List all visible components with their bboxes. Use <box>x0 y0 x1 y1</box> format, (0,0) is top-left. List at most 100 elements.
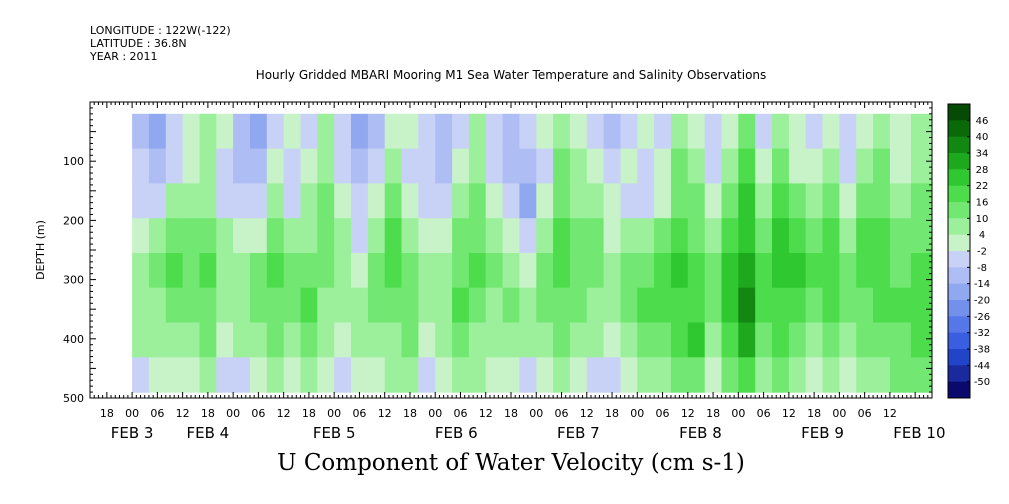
heatmap-cell <box>910 253 932 289</box>
heatmap-cell <box>233 113 251 150</box>
heatmap-cell <box>687 322 706 358</box>
heatmap-cell <box>401 253 419 289</box>
heatmap-cell <box>148 287 167 324</box>
heatmap-cell <box>553 148 571 184</box>
x-day-label: FEB 8 <box>679 424 722 442</box>
x-tick-label: 18 <box>605 407 619 420</box>
heatmap-cell <box>603 287 621 324</box>
heatmap-cell <box>519 148 537 184</box>
heatmap-cell <box>199 113 217 150</box>
colorbar-label: -26 <box>974 312 990 323</box>
x-tick-label: 00 <box>226 407 240 420</box>
heatmap-cell <box>671 253 689 289</box>
x-tick-label: 06 <box>453 407 467 420</box>
heatmap-cell <box>165 183 184 219</box>
heatmap-cell <box>300 287 318 324</box>
heatmap-cell <box>485 322 504 358</box>
heatmap-cell <box>654 253 672 289</box>
longitude-label: LONGITUDE : 122W(-122) <box>90 24 231 37</box>
chart-caption: U Component of Water Velocity (cm s-1) <box>277 450 745 476</box>
heatmap-cell <box>822 183 840 219</box>
heatmap-cell <box>351 357 369 393</box>
heatmap-cell <box>755 218 773 254</box>
heatmap-cell <box>216 322 234 358</box>
colorbar-label: 4 <box>979 230 985 241</box>
heatmap-cell <box>283 218 302 254</box>
heatmap-cell <box>805 357 824 393</box>
heatmap-cell <box>401 287 419 324</box>
heatmap-cell <box>519 357 537 393</box>
heatmap-cell <box>603 322 621 358</box>
heatmap-cell <box>165 148 184 184</box>
heatmap-cell <box>586 287 605 324</box>
heatmap-cell <box>671 113 689 150</box>
x-axis-ticks: 18 00 06 12 18 00 06 12 18 00 06 12 18 00 06 12 18 00 06 12… <box>89 102 933 420</box>
heatmap-cell <box>637 183 655 219</box>
heatmap-cell <box>738 357 756 393</box>
heatmap-cell <box>772 287 790 324</box>
colorbar-label: -14 <box>974 279 990 290</box>
heatmap-cell <box>586 357 605 393</box>
heatmap-cell <box>603 148 621 184</box>
heatmap-cell <box>384 183 403 219</box>
heatmap-cells <box>132 113 932 393</box>
x-tick-label: 06 <box>656 407 670 420</box>
heatmap-cell <box>822 148 840 184</box>
colorbar-swatch <box>948 251 970 268</box>
heatmap-cell <box>755 322 773 358</box>
heatmap-cell <box>839 322 857 358</box>
heatmap-cell <box>250 113 268 150</box>
heatmap-cell <box>199 322 217 358</box>
heatmap-cell <box>418 357 436 393</box>
heatmap-cell <box>468 357 487 393</box>
heatmap-cell <box>603 253 621 289</box>
heatmap-cell <box>502 287 520 324</box>
colorbar-label: -32 <box>974 328 990 339</box>
heatmap-cell <box>435 357 453 393</box>
heatmap-cell <box>569 183 588 219</box>
heatmap-cell <box>839 113 857 150</box>
heatmap-cell <box>182 113 200 150</box>
heatmap-cell <box>772 322 790 358</box>
heatmap-cell <box>569 287 588 324</box>
heatmap-cell <box>182 287 200 324</box>
heatmap-cell <box>519 322 537 358</box>
heatmap-cell <box>536 322 554 358</box>
colorbar-swatch <box>948 332 970 350</box>
colorbar-swatch <box>948 136 970 154</box>
heatmap-cell <box>620 357 638 393</box>
heatmap-cell <box>435 113 453 150</box>
colorbar-swatch <box>948 349 970 366</box>
heatmap-cell <box>165 218 184 254</box>
heatmap-cell <box>553 113 571 150</box>
heatmap-cell <box>132 322 150 358</box>
heatmap-cell <box>704 357 723 393</box>
colorbar-label: 46 <box>976 116 989 127</box>
heatmap-cell <box>351 113 369 150</box>
heatmap-cell <box>536 183 554 219</box>
heatmap-cell <box>283 113 302 150</box>
heatmap-cell <box>805 113 824 150</box>
heatmap-cell <box>367 148 386 184</box>
heatmap-cell <box>755 113 773 150</box>
heatmap-cell <box>910 218 932 254</box>
heatmap-cell <box>805 183 824 219</box>
heatmap-cell <box>910 183 932 219</box>
heatmap-cell <box>856 148 874 184</box>
heatmap-cell <box>654 218 672 254</box>
heatmap-cell <box>603 183 621 219</box>
x-axis-day-labels: FEB 3 FEB 4 FEB 5 FEB 6 FEB 7 FEB 8 FEB 9 FEB 1… <box>111 424 946 442</box>
heatmap-cell <box>132 357 150 393</box>
heatmap-cell <box>654 287 672 324</box>
heatmap-cell <box>856 183 874 219</box>
heatmap-cell <box>873 287 891 324</box>
heatmap-cell <box>452 148 470 184</box>
heatmap-cell <box>367 287 386 324</box>
heatmap-cell <box>721 183 739 219</box>
heatmap-cell <box>687 357 706 393</box>
x-tick-label: 12 <box>479 407 493 420</box>
heatmap-cell <box>788 322 807 358</box>
colorbar-label: -8 <box>977 263 987 274</box>
y-tick-label: 300 <box>63 274 84 287</box>
heatmap-cell <box>536 253 554 289</box>
